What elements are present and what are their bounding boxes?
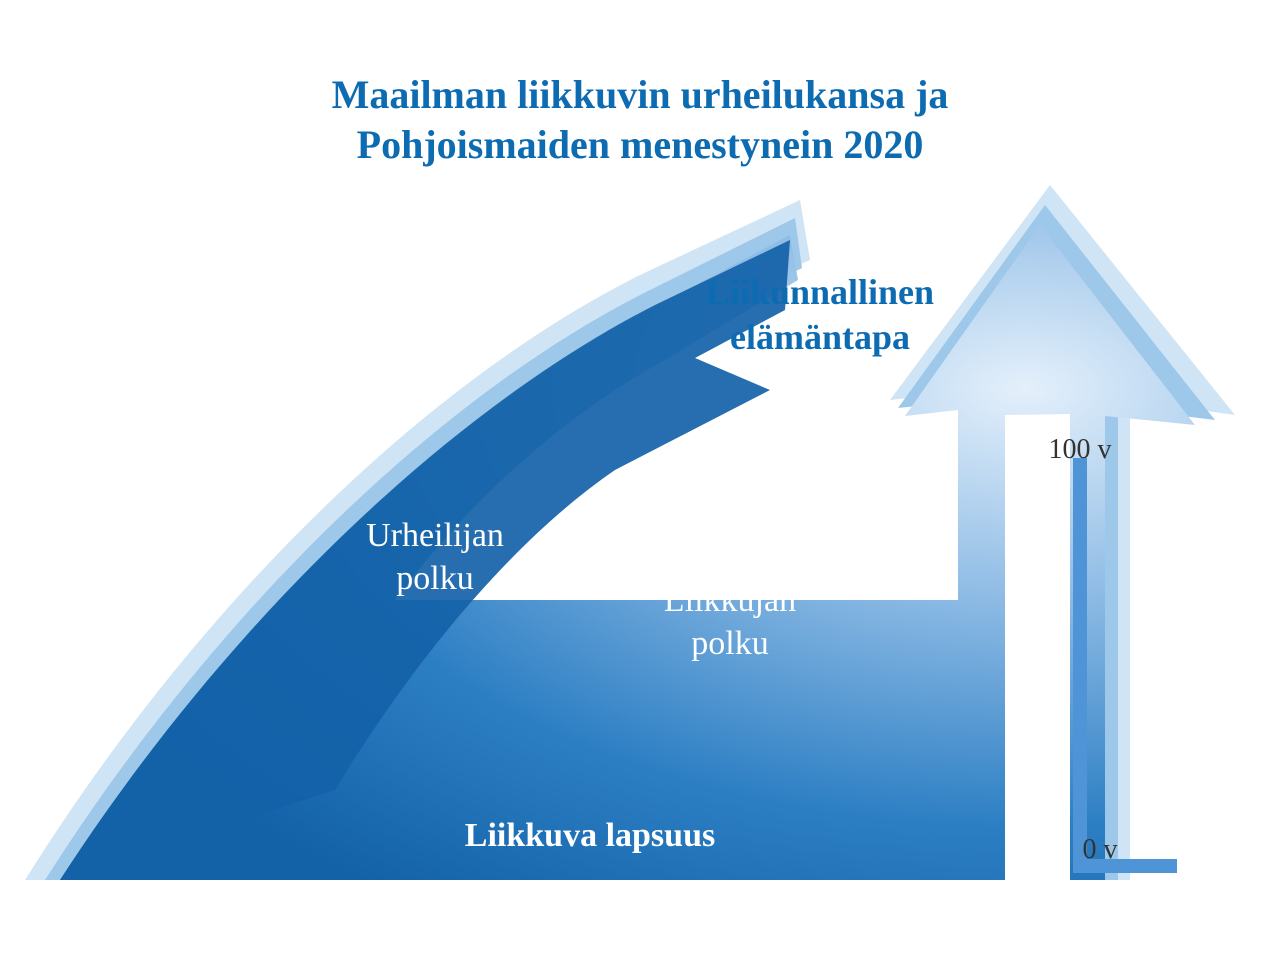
- white-separator: [1005, 414, 1070, 880]
- axis-label-top: 100 v: [880, 432, 1280, 467]
- label-lifestyle: Liikunnallinen elämäntapa: [620, 270, 1020, 360]
- label-active-childhood: Liikkuva lapsuus: [390, 815, 790, 858]
- label-mover-path: Liikkujan polku: [530, 580, 930, 665]
- main-title-line1: Maailman liikkuvin urheilukansa ja: [0, 70, 1280, 120]
- axis-label-bottom: 0 v: [900, 832, 1280, 867]
- main-title: Maailman liikkuvin urheilukansa ja Pohjo…: [0, 70, 1280, 170]
- diagram-stage: Maailman liikkuvin urheilukansa ja Pohjo…: [0, 0, 1280, 960]
- main-title-line2: Pohjoismaiden menestynein 2020: [0, 120, 1280, 170]
